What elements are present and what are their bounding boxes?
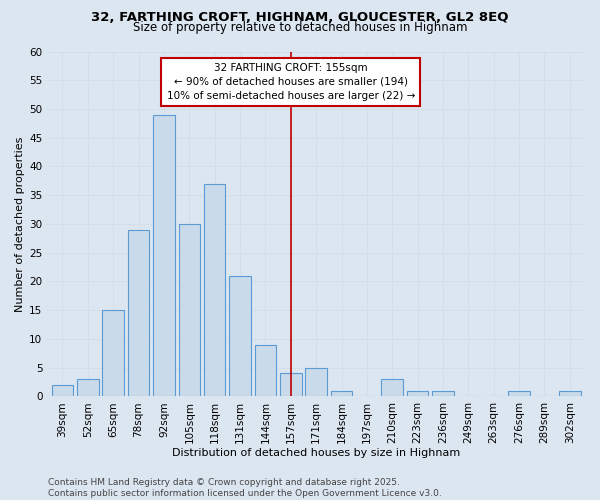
Bar <box>52 385 73 396</box>
X-axis label: Distribution of detached houses by size in Highnam: Distribution of detached houses by size … <box>172 448 460 458</box>
Bar <box>305 368 327 396</box>
Bar <box>559 390 581 396</box>
Y-axis label: Number of detached properties: Number of detached properties <box>15 136 25 312</box>
Bar <box>153 114 175 396</box>
Bar <box>229 276 251 396</box>
Bar <box>128 230 149 396</box>
Bar <box>407 390 428 396</box>
Text: Size of property relative to detached houses in Highnam: Size of property relative to detached ho… <box>133 21 467 34</box>
Bar <box>204 184 226 396</box>
Text: 32 FARTHING CROFT: 155sqm
← 90% of detached houses are smaller (194)
10% of semi: 32 FARTHING CROFT: 155sqm ← 90% of detac… <box>167 63 415 101</box>
Bar <box>331 390 352 396</box>
Text: Contains HM Land Registry data © Crown copyright and database right 2025.
Contai: Contains HM Land Registry data © Crown c… <box>48 478 442 498</box>
Bar <box>280 374 302 396</box>
Bar <box>432 390 454 396</box>
Text: 32, FARTHING CROFT, HIGHNAM, GLOUCESTER, GL2 8EQ: 32, FARTHING CROFT, HIGHNAM, GLOUCESTER,… <box>91 11 509 24</box>
Bar <box>77 379 98 396</box>
Bar <box>508 390 530 396</box>
Bar <box>103 310 124 396</box>
Bar <box>179 224 200 396</box>
Bar <box>382 379 403 396</box>
Bar <box>254 344 276 397</box>
